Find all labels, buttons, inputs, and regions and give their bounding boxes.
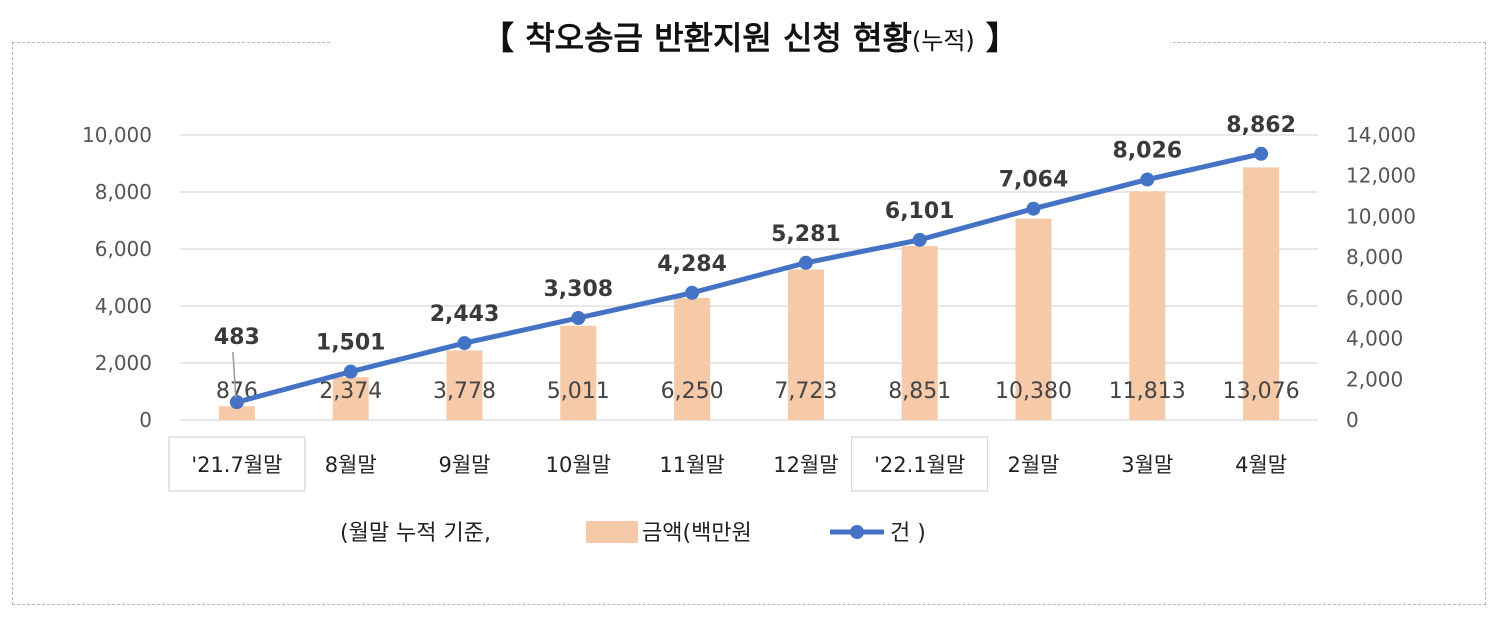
count-data-label: 8,851: [888, 379, 951, 404]
bar: [1015, 218, 1052, 420]
category-label: 10월말: [546, 453, 611, 477]
category-label: 4월말: [1235, 453, 1287, 477]
amount-data-label: 2,443: [430, 302, 500, 327]
legend-bar-swatch: [586, 521, 638, 543]
category-box: [851, 436, 989, 492]
amount-data-label: 8,026: [1113, 139, 1183, 164]
amount-data-label: 8,862: [1226, 113, 1296, 138]
bar: [332, 377, 369, 420]
bar: [560, 325, 597, 420]
label-leader-line: [232, 351, 237, 399]
count-point: [912, 232, 927, 247]
count-data-label: 5,011: [547, 379, 610, 404]
category-label: 8월말: [325, 453, 377, 477]
left-axis-tick: 4,000: [95, 294, 152, 318]
bar: [218, 406, 255, 420]
amount-data-label: 3,308: [544, 277, 614, 302]
count-data-label: 13,076: [1223, 379, 1300, 404]
amount-data-label: 5,281: [771, 222, 841, 247]
left-axis-tick: 10,000: [82, 123, 152, 147]
amount-data-label: 7,064: [999, 168, 1069, 193]
right-axis-tick: 6,000: [1346, 286, 1403, 310]
bar: [446, 350, 483, 420]
left-axis-tick: 0: [139, 408, 152, 432]
count-point: [798, 255, 813, 270]
count-data-label: 6,250: [661, 379, 724, 404]
category-label: '22.1월말: [874, 453, 965, 477]
category-label: 9월말: [438, 453, 490, 477]
right-axis-tick: 8,000: [1346, 245, 1403, 269]
legend-line-marker: [850, 525, 864, 539]
bar: [1243, 167, 1280, 420]
category-box: [168, 436, 306, 492]
title-main: 【 착오송금 반환지원 신청 현황: [482, 19, 912, 57]
category-label: 2월말: [1007, 453, 1059, 477]
chart-title: 【 착오송금 반환지원 신청 현황(누적) 】: [330, 8, 1170, 68]
count-point: [571, 310, 586, 325]
left-axis-tick: 6,000: [95, 237, 152, 261]
right-axis-tick: 0: [1346, 408, 1359, 432]
category-label: 11월말: [659, 453, 724, 477]
count-point: [685, 285, 700, 300]
bar: [1129, 191, 1166, 420]
right-axis-tick: 4,000: [1346, 327, 1403, 351]
count-line: [236, 151, 1262, 405]
bar: [674, 297, 711, 420]
count-point: [1140, 172, 1155, 187]
left-axis-tick: 8,000: [95, 180, 152, 204]
amount-data-label: 1,501: [316, 331, 386, 356]
category-label: '21.7월말: [191, 453, 282, 477]
category-label: 3월말: [1121, 453, 1173, 477]
count-point: [229, 395, 244, 410]
amount-data-label: 483: [214, 325, 260, 350]
right-axis-tick: 2,000: [1346, 367, 1403, 391]
amount-data-label: 6,101: [885, 199, 955, 224]
count-data-label: 11,813: [1109, 379, 1186, 404]
amount-data-label: 4,284: [657, 252, 727, 277]
count-data-label: 3,778: [433, 379, 496, 404]
right-axis-tick: 12,000: [1346, 164, 1416, 188]
bar: [787, 269, 824, 420]
legend-bar-label: 금액(백만원: [642, 521, 752, 546]
category-label: 12월말: [773, 453, 838, 477]
title-close: 】: [974, 19, 1018, 57]
count-data-label: 10,380: [995, 379, 1072, 404]
legend-prefix: (월말 누적 기준,: [340, 521, 491, 546]
count-data-label: 2,374: [319, 379, 382, 404]
right-axis-tick: 10,000: [1346, 204, 1416, 228]
count-point: [1026, 201, 1041, 216]
count-point: [457, 336, 472, 351]
count-data-label: 7,723: [774, 379, 837, 404]
count-point: [1254, 146, 1269, 161]
bar: [901, 246, 938, 420]
legend-line-label: 건 ): [890, 521, 926, 546]
right-axis-tick: 14,000: [1346, 123, 1416, 147]
title-sub: (누적): [911, 27, 975, 55]
count-point: [343, 364, 358, 379]
left-axis-tick: 2,000: [95, 351, 152, 375]
